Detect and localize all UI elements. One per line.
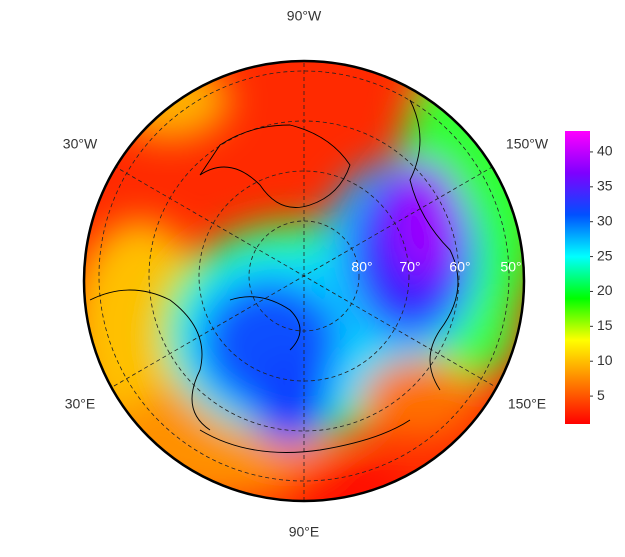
tick-label: 40: [597, 143, 613, 159]
tick-label: 25: [597, 247, 613, 263]
colorbar: [565, 131, 590, 424]
map-border: [82, 59, 526, 503]
coastlines: [89, 99, 459, 453]
graticule: [98, 61, 510, 500]
lat-label: 50°: [500, 259, 521, 275]
tick-label: 30: [597, 212, 613, 228]
colorbar-ticks: 5 10 15 20 25 30 35 40: [590, 143, 613, 403]
lon-label: 150°W: [506, 136, 549, 152]
lat-label: 60°: [449, 259, 470, 275]
lat-label: 80°: [351, 259, 372, 275]
tick-label: 15: [597, 317, 613, 333]
lon-label: 30°E: [65, 396, 96, 412]
lon-label: 90°E: [289, 524, 320, 540]
lon-label: 150°E: [508, 396, 546, 412]
tick-label: 5: [597, 387, 605, 403]
lon-label: 90°W: [287, 8, 322, 24]
lat-label: 70°: [399, 259, 420, 275]
tick-label: 20: [597, 282, 613, 298]
tick-label: 35: [597, 178, 613, 194]
field: [84, 61, 524, 501]
lon-label: 30°W: [63, 136, 98, 152]
tick-label: 10: [597, 352, 613, 368]
